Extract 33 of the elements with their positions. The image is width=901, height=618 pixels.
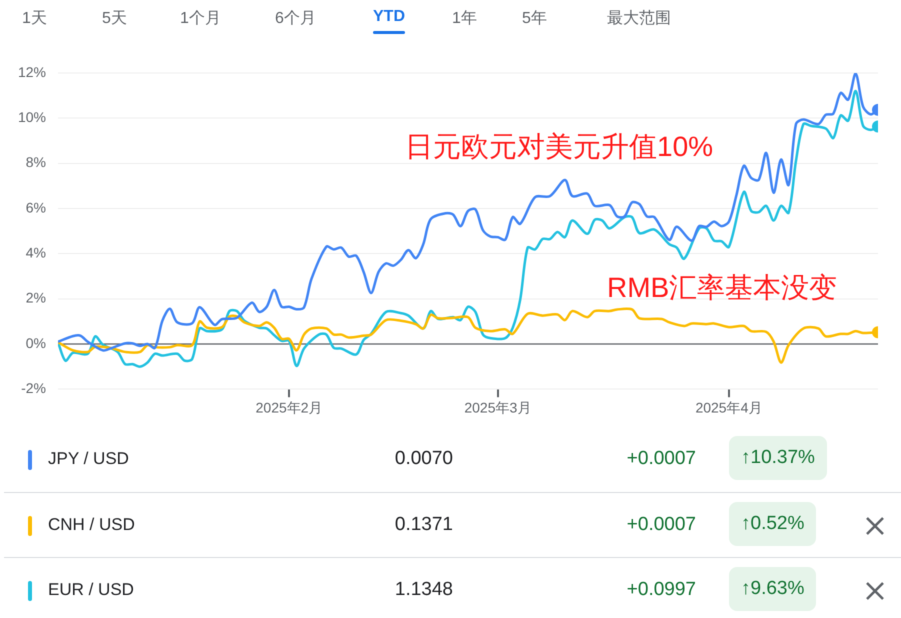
y-tick-label: 2% <box>26 290 46 306</box>
text: 日元欧元对美元升值10% <box>405 130 714 164</box>
text: ↑9.63% <box>729 567 816 611</box>
text: ↑10.37% <box>729 436 827 480</box>
text: 1.1348 <box>394 579 453 601</box>
y-tick-label: 8% <box>26 154 46 170</box>
y-tick-label: 10% <box>18 109 46 126</box>
text: 1天 <box>22 9 47 29</box>
text: +0.0997 <box>626 579 696 601</box>
text: +0.0007 <box>626 448 696 470</box>
text: +0.0007 <box>626 514 696 536</box>
y-tick-label: -2% <box>21 380 46 396</box>
text: ↑0.52% <box>729 502 816 546</box>
text: 5天 <box>102 9 127 29</box>
text: 0.1371 <box>394 514 453 536</box>
y-tick-label: 6% <box>26 199 46 216</box>
legend-label: CNH / USD <box>48 515 135 535</box>
y-tick-label: 0% <box>26 334 46 351</box>
x-tick-label: 2025年3月 <box>464 399 532 416</box>
text: 1年 <box>452 9 477 29</box>
text: 6个月 <box>275 9 316 29</box>
text: 1个月 <box>180 9 221 29</box>
text: 最大范围 <box>607 8 671 29</box>
y-tick-label: 12% <box>18 64 46 80</box>
y-tick-label: 4% <box>26 244 46 261</box>
x-tick-label: 2025年2月 <box>256 399 323 416</box>
x-tick-label: 2025年4月 <box>695 399 762 416</box>
text: YTD <box>373 8 405 26</box>
legend-label: JPY / USD <box>48 449 129 469</box>
text: 5年 <box>522 9 547 29</box>
text: RMB汇率基本没变 <box>607 271 838 305</box>
text: 0.0070 <box>394 448 453 470</box>
legend-label: EUR / USD <box>48 580 134 600</box>
